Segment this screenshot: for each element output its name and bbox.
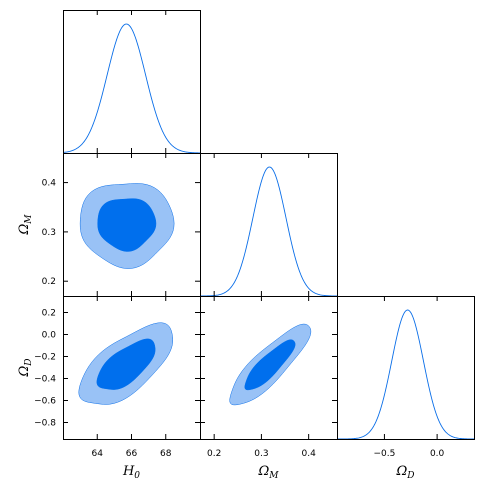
x-tick-label-OmegaM: 0.2 (207, 449, 221, 459)
y-tick-label-OmegaD: −0.4 (34, 375, 56, 385)
y-tick-label-OmegaM: 0.4 (42, 179, 57, 189)
x-tick-label-OmegaD: −0.5 (373, 449, 395, 459)
contour-68-OmegaM-OmegaD (244, 339, 296, 391)
marginal-curve-OmegaM (200, 166, 338, 297)
x-tick-label-H0: 68 (160, 449, 172, 459)
panel-frame-1-1 (200, 153, 338, 297)
x-axis-title-subscript: 0 (134, 471, 140, 481)
y-tick-label-OmegaD: 0.2 (42, 309, 56, 319)
y-tick-label-OmegaM: 0.3 (42, 228, 56, 238)
x-tick-label-H0: 64 (92, 449, 104, 459)
x-tick-label-H0: 66 (126, 449, 138, 459)
y-axis-title-OmegaD: ΩD (17, 359, 34, 378)
y-axis-title-OmegaM: ΩM (17, 214, 34, 236)
x-tick-label-OmegaD: 0.0 (430, 449, 445, 459)
x-tick-label-OmegaM: 0.4 (301, 449, 316, 459)
x-tick-label-OmegaM: 0.3 (254, 449, 268, 459)
panel-frame-2-2 (337, 296, 475, 440)
ticks-layer (63, 10, 438, 439)
x-axis-title-OmegaM: ΩM (258, 464, 280, 481)
contour-68-H0-OmegaD (96, 338, 156, 390)
y-axis-title-subscript: M (24, 214, 34, 225)
x-axis-title-subscript: D (406, 471, 414, 481)
x-axis-title-subscript: M (268, 471, 279, 481)
marginal-curve-OmegaD (337, 309, 474, 440)
marginal-curve-H0 (62, 23, 201, 154)
panels-layer (62, 23, 474, 440)
labels-layer: 64 66 68 H0 0.2 0.3 0.4 ΩM −0.5 0.0 ΩD 0.2 0.3 0.4 ΩM −… (17, 179, 445, 481)
x-axis-title-H0: H0 (122, 464, 140, 481)
y-axis-title-subscript: D (24, 359, 34, 367)
x-axis-title-OmegaD: ΩD (396, 464, 415, 481)
y-tick-label-OmegaD: −0.8 (34, 419, 56, 429)
y-tick-label-OmegaD: −0.2 (34, 353, 56, 363)
y-tick-label-OmegaM: 0.2 (42, 277, 56, 287)
contour-68-H0-OmegaM (97, 198, 157, 252)
panel-frame-0-0 (63, 10, 201, 154)
y-tick-label-OmegaD: −0.6 (34, 397, 56, 407)
y-tick-label-OmegaD: 0.0 (42, 331, 57, 341)
